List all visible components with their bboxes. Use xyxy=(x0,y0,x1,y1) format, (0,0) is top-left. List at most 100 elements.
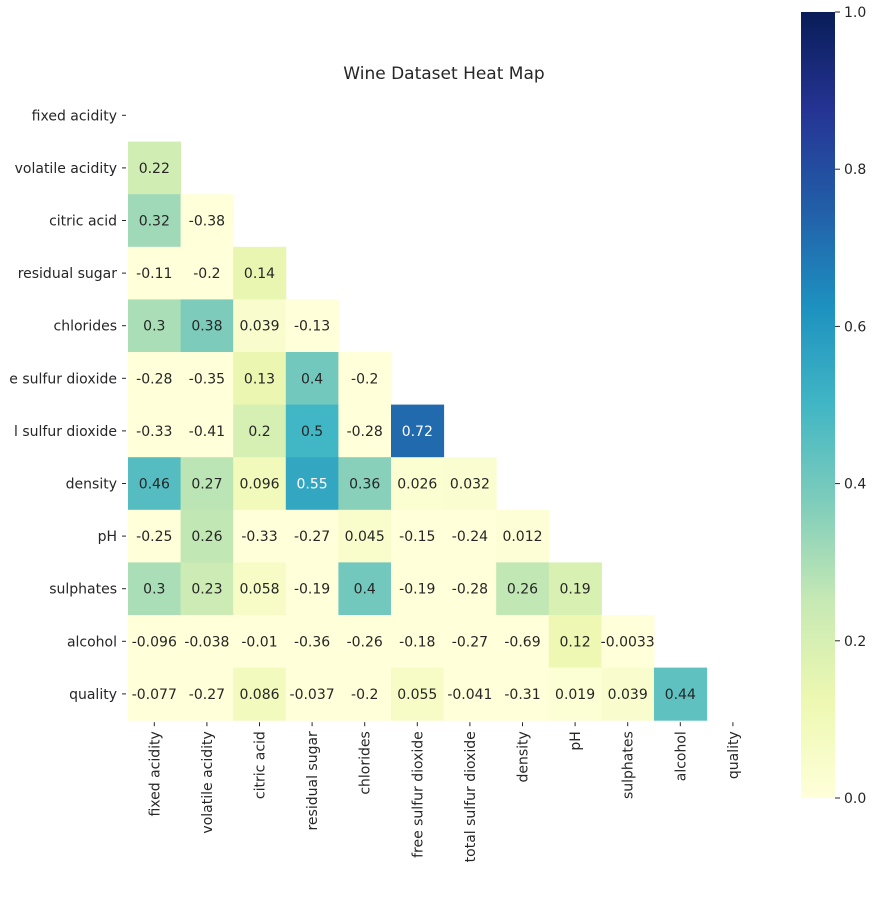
heatmap-cell xyxy=(496,667,550,721)
heatmap-cell xyxy=(128,404,182,458)
cell-annotation: 0.14 xyxy=(244,266,275,282)
heatmap-cell xyxy=(180,509,234,563)
y-tick-label: pH xyxy=(98,529,117,545)
cell-annotation: -0.096 xyxy=(132,634,177,650)
cell-annotation: -0.2 xyxy=(351,371,378,387)
x-axis-tick-labels: fixed acidity volatile acidity citric acid… xyxy=(147,722,742,862)
cell-annotation: -0.35 xyxy=(189,371,225,387)
heatmap-cell xyxy=(391,457,445,511)
cell-annotation: -0.038 xyxy=(184,634,229,650)
heatmap-cell xyxy=(601,667,655,721)
heatmap-cell xyxy=(391,404,445,458)
cell-annotation: 0.4 xyxy=(301,371,323,387)
cell-annotation: 0.44 xyxy=(665,687,696,703)
heatmap-cell xyxy=(338,352,392,406)
cell-annotation: -0.69 xyxy=(504,634,540,650)
cell-annotation: 0.086 xyxy=(239,687,279,703)
cell-annotation: -0.28 xyxy=(136,371,172,387)
heatmap-cell xyxy=(180,562,234,616)
cell-annotation: 0.045 xyxy=(345,529,385,545)
heatmap-cell xyxy=(128,246,182,300)
colorbar-tick-label: 0.4 xyxy=(844,477,866,493)
heatmap-cell xyxy=(338,615,392,669)
cell-annotation: 0.058 xyxy=(239,582,279,598)
heatmap-cell xyxy=(548,667,602,721)
y-tick-label: alcohol xyxy=(67,634,117,650)
colorbar-tick-label: 1.0 xyxy=(844,5,866,21)
heatmap-cell xyxy=(128,509,182,563)
cell-annotation: -0.077 xyxy=(132,687,177,703)
cell-annotation: 0.23 xyxy=(191,582,222,598)
heatmap-cell xyxy=(180,667,234,721)
cell-annotation: 0.27 xyxy=(191,477,222,493)
y-axis-tick-labels: fixed acidity volatile acidity citric acid… xyxy=(9,108,126,703)
heatmap-cell xyxy=(285,667,339,721)
colorbar-tick-label: 0.0 xyxy=(844,791,866,807)
heatmap-cell xyxy=(548,562,602,616)
heatmap-cell xyxy=(285,299,339,353)
heatmap-cell xyxy=(233,457,287,511)
heatmap-cell xyxy=(338,667,392,721)
heatmap-cell xyxy=(180,615,234,669)
y-tick-label: chlorides xyxy=(54,319,117,335)
cell-annotation: 0.22 xyxy=(139,161,170,177)
heatmap-cell xyxy=(443,667,497,721)
heatmap-cell xyxy=(391,667,445,721)
colorbar-gradient xyxy=(801,12,835,798)
heatmap-cell xyxy=(233,404,287,458)
heatmap-cell xyxy=(338,404,392,458)
cell-annotation: 0.55 xyxy=(297,477,328,493)
heatmap-cell xyxy=(285,404,339,458)
heatmap-cell xyxy=(654,667,708,721)
cell-annotation: -0.26 xyxy=(347,634,383,650)
y-tick-label: volatile acidity xyxy=(15,161,117,177)
heatmap-cell xyxy=(233,615,287,669)
cell-annotation: 0.4 xyxy=(354,582,376,598)
cell-annotation: -0.28 xyxy=(452,582,488,598)
heatmap-cell xyxy=(128,457,182,511)
y-tick-label: quality xyxy=(69,687,117,703)
heatmap-cell xyxy=(128,352,182,406)
cell-annotation: 0.19 xyxy=(560,582,591,598)
y-tick-label: sulphates xyxy=(49,582,117,598)
cell-annotation: 0.032 xyxy=(450,477,490,493)
heatmap-cell xyxy=(180,404,234,458)
x-tick-label: fixed acidity xyxy=(147,731,163,816)
heatmap-cell xyxy=(233,246,287,300)
heatmap-cell xyxy=(180,299,234,353)
heatmap-cell xyxy=(128,299,182,353)
cell-annotation: -0.33 xyxy=(136,424,172,440)
cell-annotation: -0.18 xyxy=(399,634,435,650)
heatmap-cell xyxy=(128,141,182,195)
heatmap-cell xyxy=(443,562,497,616)
cell-annotation: -0.28 xyxy=(347,424,383,440)
heatmap-cell xyxy=(128,667,182,721)
cell-annotation: 0.46 xyxy=(139,477,170,493)
colorbar-tick-label: 0.2 xyxy=(844,634,866,650)
cell-annotation: -0.19 xyxy=(399,582,435,598)
heatmap-cell xyxy=(338,457,392,511)
heatmap-cell xyxy=(391,562,445,616)
heatmap-cell xyxy=(128,562,182,616)
cell-annotation: 0.32 xyxy=(139,214,170,230)
y-tick-label: density xyxy=(66,477,117,493)
heatmap-cell xyxy=(548,615,602,669)
colorbar-tick-label: 0.6 xyxy=(844,319,866,335)
cell-annotation: -0.24 xyxy=(452,529,488,545)
heatmap-cell xyxy=(443,457,497,511)
cell-annotation: -0.11 xyxy=(136,266,172,282)
cell-annotation: -0.41 xyxy=(189,424,225,440)
cell-annotation: 0.019 xyxy=(555,687,595,703)
x-tick-label: citric acid xyxy=(253,731,269,799)
cell-annotation: -0.0033 xyxy=(601,634,655,650)
x-tick-label: total sulfur dioxide xyxy=(463,731,479,862)
x-tick-label: pH xyxy=(568,731,584,750)
heatmap-cell xyxy=(180,194,234,248)
heatmap-cell xyxy=(233,299,287,353)
x-tick-label: quality xyxy=(726,731,742,779)
cell-annotation: 0.026 xyxy=(397,477,437,493)
cell-annotation: -0.01 xyxy=(241,634,277,650)
heatmap-cell xyxy=(285,352,339,406)
cell-annotation: 0.096 xyxy=(239,477,279,493)
heatmap-cell xyxy=(285,509,339,563)
